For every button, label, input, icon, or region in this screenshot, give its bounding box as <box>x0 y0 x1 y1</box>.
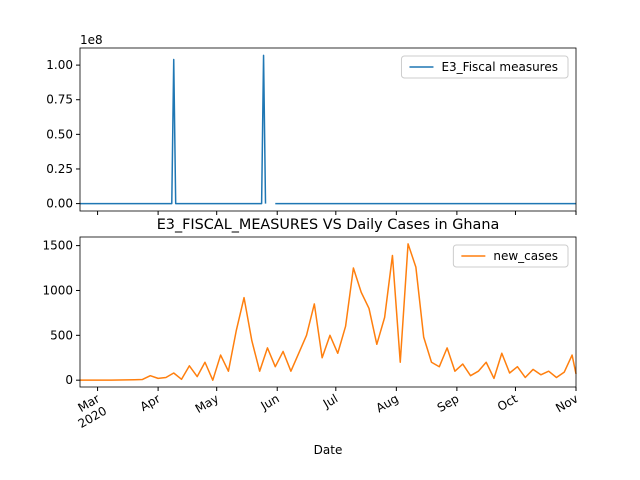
y-tick-label: 0.00 <box>46 197 73 211</box>
legend-box <box>452 244 569 268</box>
legend: new_cases <box>452 244 569 268</box>
x-tick-label: Jul <box>320 391 340 411</box>
x-axis-label: Date <box>314 443 343 457</box>
legend-label: new_cases <box>493 249 558 263</box>
legend-box <box>400 55 569 79</box>
y-tick-label: 0.25 <box>46 162 73 176</box>
axes-frame <box>79 47 577 212</box>
y-tick-label: 1.00 <box>46 58 73 72</box>
y-tick-label: 1500 <box>42 239 73 253</box>
data-line <box>80 54 576 205</box>
y-tick-label: 500 <box>50 328 73 342</box>
legend-label: E3_Fiscal measures <box>441 60 558 74</box>
y-tick-label: 0.50 <box>46 127 73 141</box>
legend: E3_Fiscal measures <box>400 55 569 79</box>
y-offset-label: 1e8 <box>80 33 103 47</box>
chart-title: E3_FISCAL_MEASURES VS Daily Cases in Gha… <box>157 217 500 233</box>
y-tick-label: 1000 <box>42 283 73 297</box>
y-tick-label: 0.75 <box>46 93 73 107</box>
axes-frame <box>79 236 577 388</box>
y-tick-label: 0 <box>65 373 73 387</box>
data-line <box>80 243 577 381</box>
